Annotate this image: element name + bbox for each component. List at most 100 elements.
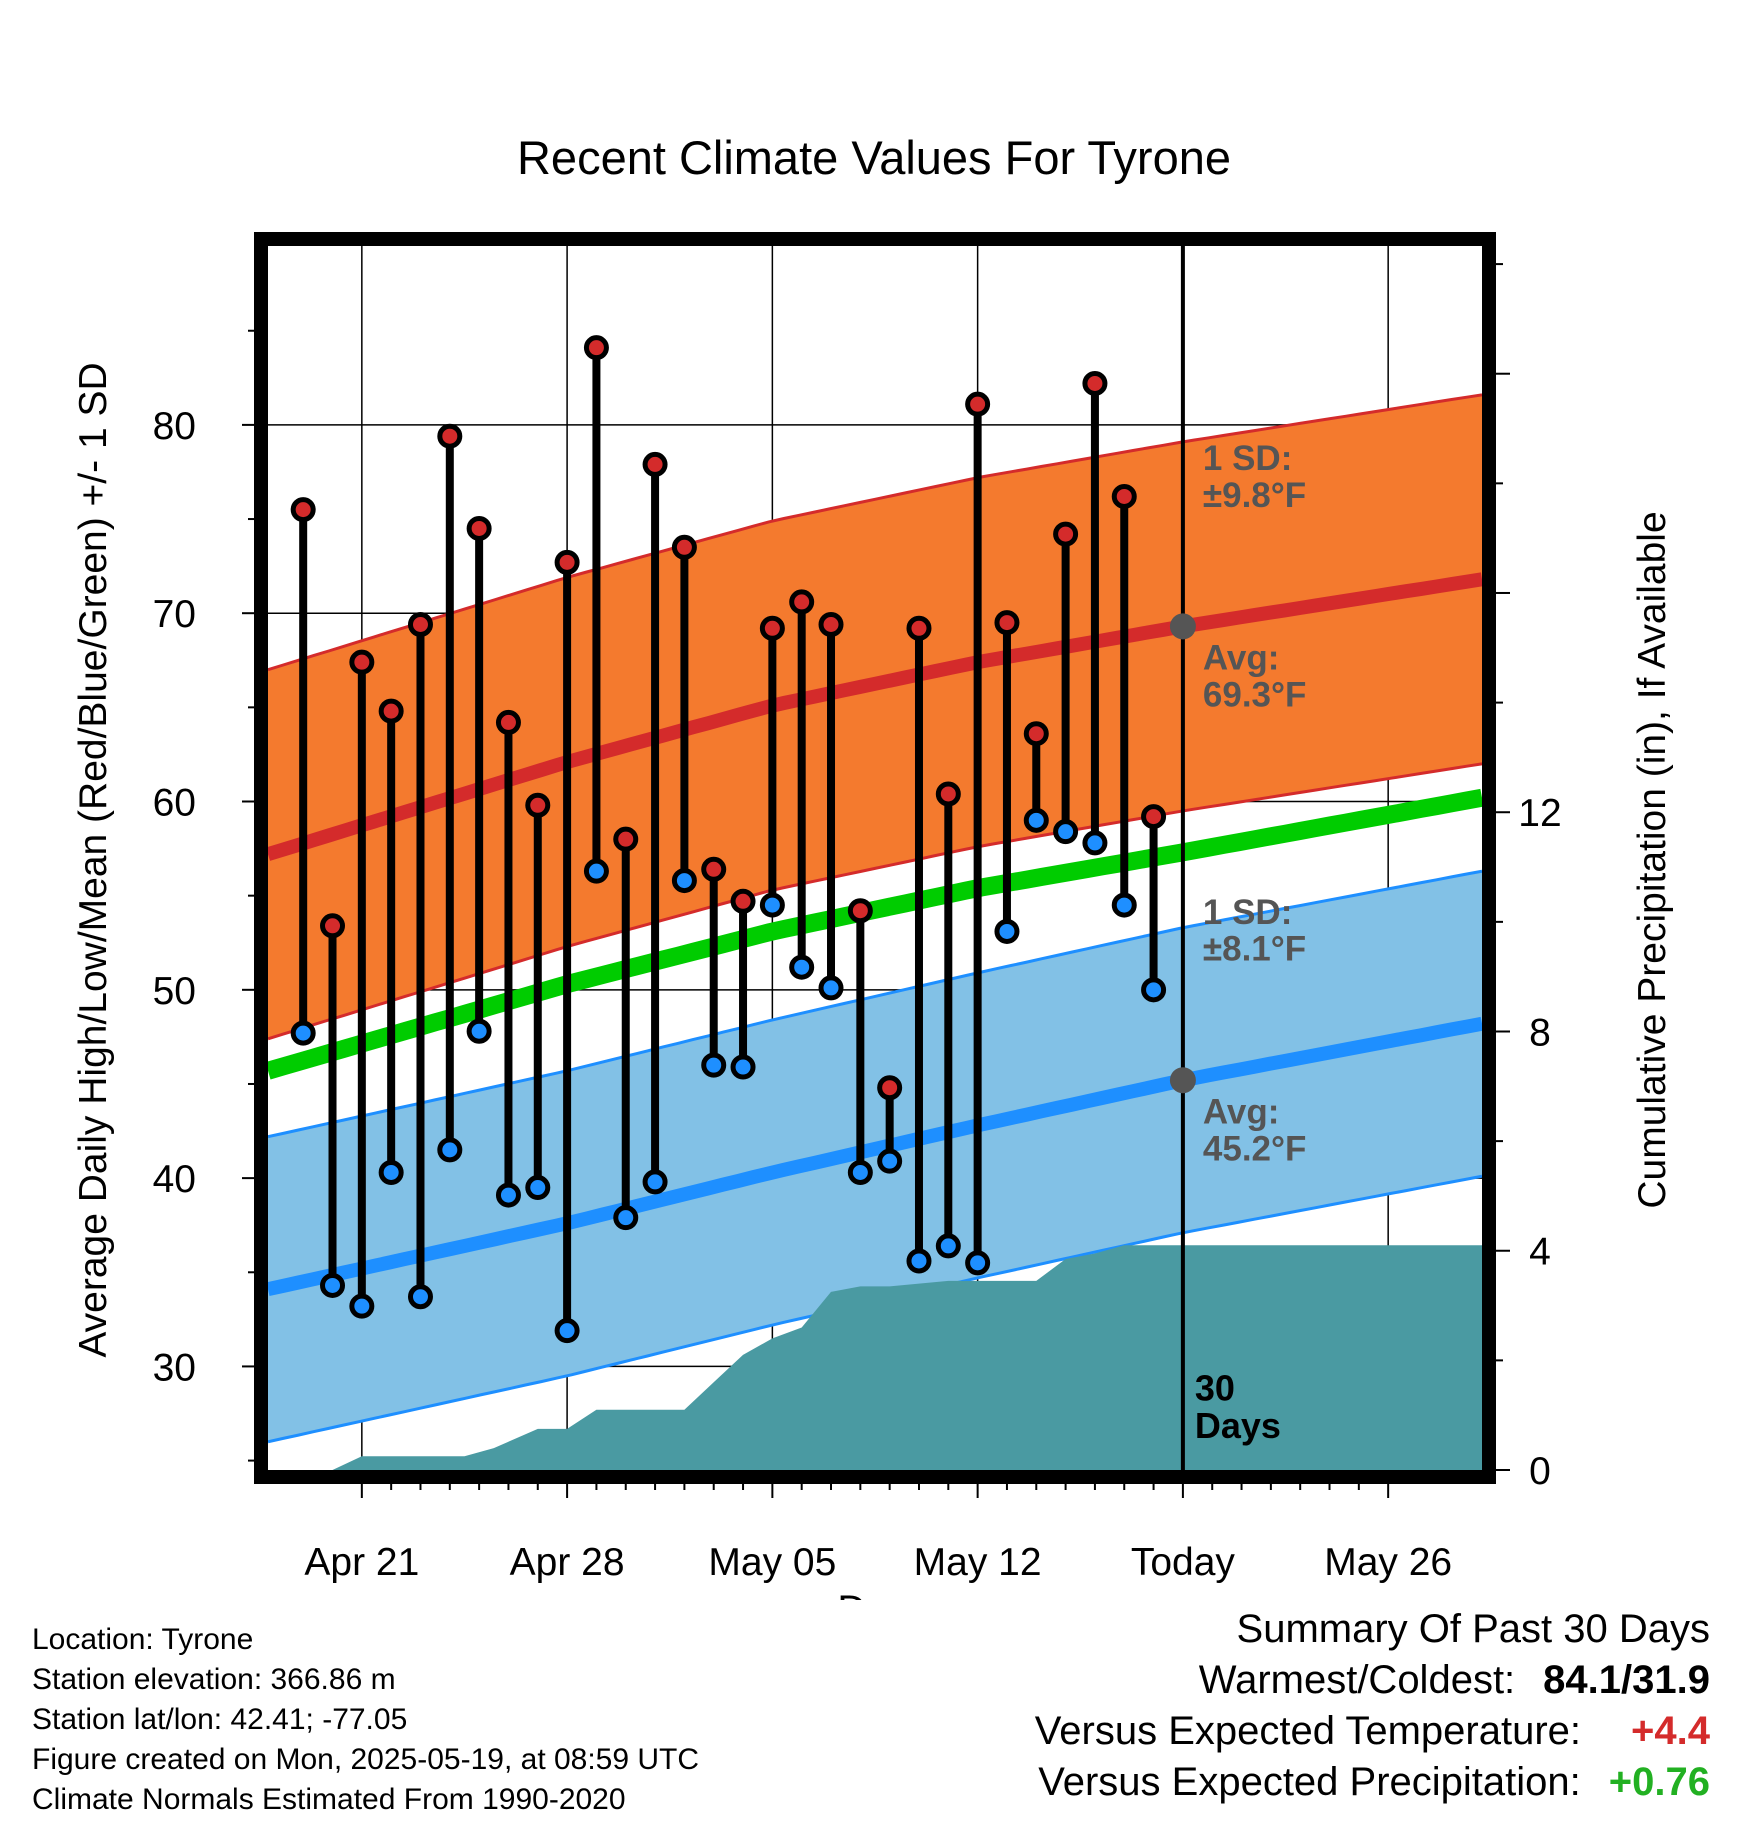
daily-high-point <box>965 391 991 417</box>
y-tick-label: 30 <box>153 1346 196 1389</box>
y-tick-label: 50 <box>153 970 196 1013</box>
daily-low-point <box>877 1148 903 1174</box>
daily-high-point <box>877 1075 903 1101</box>
daily-high-point <box>1111 483 1137 509</box>
summary-panel: Summary Of Past 30 Days Warmest/Coldest:… <box>1035 1604 1710 1808</box>
x-axis-label: Day <box>837 1588 908 1600</box>
daily-low-point <box>407 1284 433 1310</box>
daily-high-point <box>759 615 785 641</box>
daily-low-point <box>1053 819 1079 845</box>
low-sd-label: 1 SD: ±8.1°F <box>1203 893 1306 969</box>
precip-area <box>268 1245 1482 1470</box>
daily-low-point <box>378 1159 404 1185</box>
summary-heading: Summary Of Past 30 Days <box>1236 1607 1710 1651</box>
daily-low-point <box>847 1159 873 1185</box>
daily-low-point <box>642 1169 668 1195</box>
daily-high-point <box>701 856 727 882</box>
elevation-text: Station elevation: 366.86 m <box>32 1663 396 1696</box>
daily-high-point <box>320 913 346 939</box>
daily-high-point <box>613 826 639 852</box>
daily-low-point <box>730 1054 756 1080</box>
climate-chart: Recent Climate Values For Tyrone 1 SD: ±9… <box>72 131 1674 1600</box>
daily-high-point <box>642 451 668 477</box>
plot-area <box>268 246 1482 1470</box>
days-label: 30 Days <box>1195 1367 1281 1446</box>
daily-high-point <box>847 898 873 924</box>
daily-high-point <box>789 589 815 615</box>
chart-title: Recent Climate Values For Tyrone <box>517 131 1231 184</box>
daily-low-point <box>671 868 697 894</box>
daily-low-point <box>613 1205 639 1231</box>
y2-tick-label: 12 <box>1518 792 1561 835</box>
y-axis-label: Average Daily High/Low/Mean (Red/Blue/Gr… <box>72 362 115 1357</box>
x-tick-label: Apr 28 <box>510 1541 625 1584</box>
daily-high-point <box>1082 370 1108 396</box>
daily-high-point <box>730 888 756 914</box>
daily-high-point <box>818 611 844 637</box>
daily-low-point <box>789 954 815 980</box>
temp-label: Versus Expected Temperature: <box>1034 1709 1582 1753</box>
warmest-label: Warmest/Coldest: <box>1198 1658 1516 1702</box>
summary-warmest-row: Warmest/Coldest: 84.1/31.9 <box>1035 1655 1710 1706</box>
x-tick-label: May 05 <box>708 1541 836 1584</box>
daily-high-point <box>1023 721 1049 747</box>
y-tick-label: 80 <box>153 405 196 448</box>
high-sd-label: 1 SD: ±9.8°F <box>1203 439 1306 515</box>
daily-low-point <box>349 1293 375 1319</box>
precip-label: Versus Expected Precipitation: <box>1038 1760 1581 1804</box>
y2-tick-label: 8 <box>1529 1011 1551 1054</box>
normal-high-lower-sd-line <box>268 762 1482 1041</box>
daily-high-point <box>994 610 1020 636</box>
daily-low-point <box>437 1137 463 1163</box>
daily-low-point <box>935 1233 961 1259</box>
daily-high-point <box>906 615 932 641</box>
x-tick-label: May 26 <box>1324 1541 1452 1584</box>
created-text: Figure created on Mon, 2025-05-19, at 08… <box>32 1743 700 1776</box>
daily-low-point <box>1023 807 1049 833</box>
today-high-avg-marker <box>1169 613 1196 640</box>
normals-text: Climate Normals Estimated From 1990-2020 <box>32 1783 626 1816</box>
normal-high-sd-band <box>268 394 1482 1039</box>
daily-low-point <box>1082 830 1108 856</box>
daily-low-point <box>759 892 785 918</box>
daily-high-point <box>407 611 433 637</box>
summary-temp-row: Versus Expected Temperature: +4.4 <box>1035 1706 1710 1757</box>
y2-tick-label: 4 <box>1529 1231 1551 1274</box>
warmest-value: 84.1/31.9 <box>1543 1658 1710 1702</box>
daily-low-point <box>701 1052 727 1078</box>
precip-value: +0.76 <box>1608 1760 1710 1804</box>
normal-low-avg-line <box>268 1016 1482 1297</box>
y2-tick-label: 0 <box>1529 1450 1551 1493</box>
station-info: Location: Tyrone Station elevation: 366.… <box>32 1620 699 1820</box>
daily-high-point <box>1053 521 1079 547</box>
daily-high-point <box>525 792 551 818</box>
y2-axis-label: Cumulative Precipitation (in), If Availa… <box>1631 511 1674 1208</box>
temp-value: +4.4 <box>1631 1709 1710 1753</box>
summary-precip-row: Versus Expected Precipitation: +0.76 <box>1035 1757 1710 1808</box>
location-text: Location: Tyrone <box>32 1623 254 1656</box>
daily-low-point <box>525 1175 551 1201</box>
plot-frame <box>254 232 1496 1484</box>
daily-high-point <box>437 423 463 449</box>
daily-low-point <box>1141 977 1167 1003</box>
high-avg-label: Avg: 69.3°F <box>1203 639 1307 715</box>
daily-high-point <box>1141 804 1167 830</box>
y-tick-label: 60 <box>153 782 196 825</box>
daily-low-point <box>495 1182 521 1208</box>
latlon-text: Station lat/lon: 42.41; -77.05 <box>32 1703 408 1736</box>
normal-low-sd-band <box>268 871 1482 1442</box>
x-tick-label: May 12 <box>914 1541 1042 1584</box>
daily-high-point <box>495 709 521 735</box>
daily-high-point <box>554 549 580 575</box>
daily-low-point <box>994 918 1020 944</box>
daily-high-point <box>349 649 375 675</box>
daily-low-point <box>965 1250 991 1276</box>
y-tick-label: 70 <box>153 593 196 636</box>
daily-low-point <box>1111 892 1137 918</box>
daily-low-point <box>906 1248 932 1274</box>
daily-low-point <box>320 1272 346 1298</box>
today-low-avg-marker <box>1169 1067 1196 1094</box>
daily-high-point <box>671 534 697 560</box>
daily-high-point <box>378 698 404 724</box>
normal-mean-line <box>268 788 1482 1080</box>
